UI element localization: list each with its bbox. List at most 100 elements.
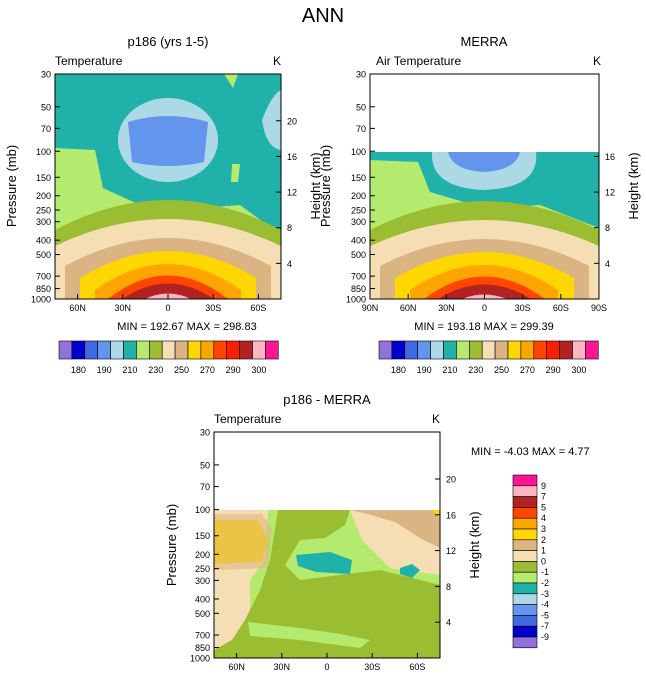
color-swatch: [378, 340, 393, 360]
pressure-tick-label: 850: [36, 284, 51, 294]
contour-field: [55, 74, 281, 299]
pressure-tick-label: 250: [351, 206, 366, 216]
color-swatch: [252, 340, 266, 360]
y-axis-label: Pressure (mb): [318, 145, 333, 227]
color-swatch: [174, 340, 189, 360]
latitude-tick-label: 60N: [400, 303, 417, 313]
height-tick-label: 16: [446, 510, 456, 520]
color-swatch: [97, 340, 111, 360]
color-swatch: [58, 340, 73, 360]
pressure-tick-label: 300: [351, 217, 366, 227]
color-bar-label: 290: [226, 365, 241, 375]
color-swatch: [443, 340, 457, 360]
height-tick-label: 20: [287, 116, 297, 126]
panel-model: p186 (yrs 1-5) Temperature K 30 50 70 100 15…: [4, 34, 323, 375]
latitude-tick-label: 90S: [591, 303, 607, 313]
color-swatch: [512, 539, 538, 551]
color-swatch: [520, 340, 535, 360]
color-swatch: [585, 340, 599, 360]
height-tick-label: 16: [605, 152, 615, 162]
pressure-tick-label: 70: [356, 124, 366, 134]
color-swatch: [512, 550, 538, 562]
color-swatch: [507, 340, 522, 360]
pressure-tick-label: 200: [36, 191, 51, 201]
pressure-tick-label: 70: [41, 124, 51, 134]
color-swatch: [512, 561, 538, 573]
color-bar-label: 210: [122, 365, 137, 375]
panel-title: MERRA: [461, 34, 508, 49]
color-bar-label: -1: [541, 567, 549, 577]
pressure-tick-label: 150: [36, 173, 51, 183]
color-swatch: [430, 340, 444, 360]
panel-subtitle-left: Air Temperature: [376, 54, 461, 68]
contour-band-p1-left: [214, 514, 272, 570]
color-bar-label: 230: [148, 365, 163, 375]
height-tick-label: 12: [446, 546, 456, 556]
height-tick-label: 4: [605, 259, 610, 269]
latitude-tick-label: 90N: [362, 303, 379, 313]
color-bar-label: 9: [541, 481, 546, 491]
min-max-readout: MIN = 193.18 MAX = 299.39: [414, 321, 553, 333]
pressure-tick-label: 700: [36, 272, 51, 282]
contour-band-m2-pocket: [248, 622, 370, 648]
height-tick-label: 8: [287, 223, 292, 233]
pressure-tick-label: 700: [195, 631, 210, 641]
latitude-tick-label: 60S: [250, 303, 266, 313]
height-tick-label: 8: [605, 223, 610, 233]
color-swatch: [572, 340, 586, 360]
y-axis-label: Pressure (mb): [164, 504, 179, 586]
height-tick-label: 20: [446, 474, 456, 484]
latitude-tick-label: 30N: [438, 303, 455, 313]
color-swatch: [239, 340, 253, 360]
panel-title: p186 - MERRA: [283, 392, 371, 407]
height-tick-label: 4: [287, 259, 292, 269]
panel-merra: MERRA Air Temperature K 30 50 70 100 150 200 2…: [318, 34, 641, 375]
color-swatch: [110, 340, 124, 360]
pressure-tick-label: 700: [351, 272, 366, 282]
panel-units: K: [273, 54, 281, 68]
y-axis-label-right: Height (km): [626, 152, 641, 219]
color-swatch: [200, 340, 215, 360]
color-swatch: [404, 340, 418, 360]
color-swatch: [391, 340, 406, 360]
color-label-bar: 180 190 210 230 250 270 290 300: [58, 340, 279, 375]
contour-band-m2: [214, 510, 440, 658]
pressure-tick-label: 500: [351, 250, 366, 260]
latitude-tick-label: 30N: [115, 303, 132, 313]
pressure-tick-label: 1000: [31, 295, 51, 305]
latitude-tick-label: 60S: [409, 662, 425, 672]
color-swatch: [512, 593, 538, 605]
color-swatch: [546, 340, 560, 360]
panel-units: K: [593, 54, 601, 68]
panel-units: K: [432, 412, 440, 426]
height-tick-label: 12: [605, 188, 615, 198]
contour-band-p2-edge: [432, 510, 440, 518]
pressure-tick-label: 1000: [346, 295, 366, 305]
pressure-tick-label: 300: [36, 217, 51, 227]
height-tick-label: 8: [446, 582, 451, 592]
latitude-tick-label: 60N: [69, 303, 86, 313]
contour-band-200: [448, 152, 520, 172]
pressure-tick-label: 400: [36, 236, 51, 246]
height-tick-label: 4: [446, 618, 451, 628]
latitude-tick-label: 30S: [364, 662, 380, 672]
pressure-tick-label: 850: [351, 284, 366, 294]
color-bar-label: -5: [541, 610, 549, 620]
contour-band-295: [438, 284, 531, 299]
latitude-tick-label: 0: [324, 662, 329, 672]
pressure-tick-label: 50: [200, 460, 210, 470]
color-swatch: [456, 340, 470, 360]
color-swatch: [161, 340, 176, 360]
color-swatch: [226, 340, 240, 360]
latitude-tick-label: 30N: [274, 662, 291, 672]
color-swatch: [512, 496, 538, 508]
pressure-tick-label: 1000: [190, 654, 210, 664]
color-swatch: [559, 340, 573, 360]
contour-patch-mid: [231, 164, 240, 182]
height-tick-label: 12: [287, 188, 297, 198]
color-swatch: [213, 340, 228, 360]
color-bar-label: 300: [251, 365, 266, 375]
color-swatch: [187, 340, 202, 360]
min-max-readout: MIN = 192.67 MAX = 298.83: [117, 321, 256, 333]
